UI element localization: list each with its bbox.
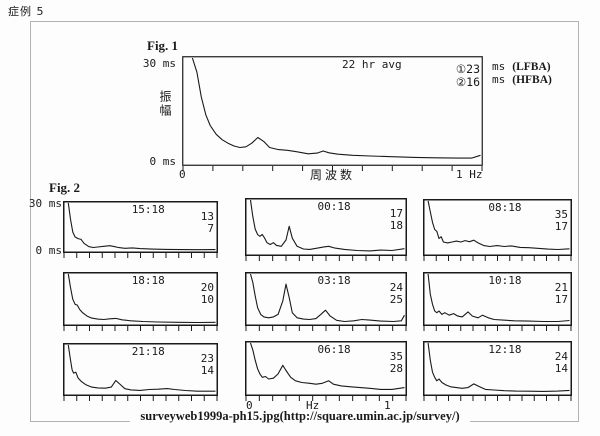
fig2-panel-0818: 08:18 35 17 [423, 199, 572, 261]
panel-values: 35 28 [389, 350, 403, 375]
panel-values: 21 17 [554, 281, 568, 306]
fig2-xmin-label: 0 [246, 399, 253, 412]
panel-time: 00:18 [317, 200, 351, 213]
fig1-legend-value-1: ①23 [455, 62, 480, 76]
fig2-ymax-label: 30 ms [28, 197, 62, 210]
fig2-panel-0318: 03:18 24 25 [245, 272, 407, 331]
panel-values: 35 17 [554, 208, 568, 233]
fig1-legend-values: ①23 ②16 [456, 63, 480, 88]
panel-values: 24 25 [389, 281, 403, 306]
fig2-panel-2118: 21:18 23 14 [63, 343, 218, 401]
fig2-panel-1818: 18:18 20 10 [63, 272, 218, 331]
panel-values: 17 18 [389, 207, 403, 232]
spectrum-plot [63, 201, 218, 258]
panel-values: 20 10 [200, 281, 214, 306]
fig1-xmin-label: 0 [179, 168, 186, 181]
spectrum-plot [245, 198, 407, 261]
fig1-title: Fig. 1 [147, 38, 179, 53]
case-label: 症例 5 [8, 5, 45, 18]
fig1-xaxis-label: 周波数 [309, 168, 355, 182]
fig1-spectrum-curve [182, 56, 483, 171]
fig1-legend-name-2: ms (HFBA) [492, 72, 552, 86]
spectrum-plot [245, 272, 407, 331]
fig1-ymax-label: 30 ms [142, 57, 176, 70]
panel-time: 15:18 [131, 203, 165, 216]
panel-values: 23 14 [200, 352, 214, 377]
spectrum-plot [423, 341, 572, 401]
fig1-xmax-label: 1 Hz [456, 168, 483, 181]
fig1-ymin-label: 0 ms [149, 155, 177, 168]
fig1-yaxis-label: 振幅 [158, 90, 172, 118]
fig1-annotation: 22 hr avg [342, 58, 402, 71]
panel-time: 18:18 [131, 274, 165, 287]
fig1-spectrum-plot: 22 hr avg ①23 ②16 [182, 56, 483, 171]
fig2-panel-1518: 15:18 13 7 [63, 201, 218, 258]
fig2-panel-0618: 06:18 35 28 [245, 341, 407, 401]
fig1-legend-name-1: ms (LFBA) [492, 60, 551, 73]
panel-time: 12:18 [488, 343, 522, 356]
panel-time: 03:18 [317, 274, 351, 287]
panel-time: 06:18 [317, 343, 351, 356]
spectrum-plot [423, 272, 572, 331]
spectrum-plot [423, 199, 572, 261]
spectrum-plot [63, 272, 218, 331]
spectrum-plot [63, 343, 218, 401]
fig2-ymin-label: 0 ms [35, 244, 63, 257]
fig2-panel-0018: 00:18 17 18 [245, 198, 407, 261]
panel-time: 10:18 [488, 274, 522, 287]
panel-values: 13 7 [200, 210, 214, 235]
fig1-legend-value-2: ②16 [455, 74, 480, 89]
fig2-panel-1018: 10:18 21 17 [423, 272, 572, 331]
spectrum-plot [245, 341, 407, 401]
fig2-xunit-label: Hz [306, 399, 320, 412]
panel-time: 08:18 [488, 201, 522, 214]
figure-caption: surveyweb1999a-ph15.jpg(http://square.um… [0, 409, 600, 424]
panel-time: 21:18 [131, 345, 165, 358]
fig1-legend-names: ms (LFBA) ms (HFBA) [492, 60, 552, 86]
fig2-title: Fig. 2 [49, 180, 81, 195]
panel-values: 24 14 [554, 350, 568, 375]
fig2-panel-1218: 12:18 24 14 [423, 341, 572, 401]
fig2-xmax-label: 1 [384, 399, 391, 412]
